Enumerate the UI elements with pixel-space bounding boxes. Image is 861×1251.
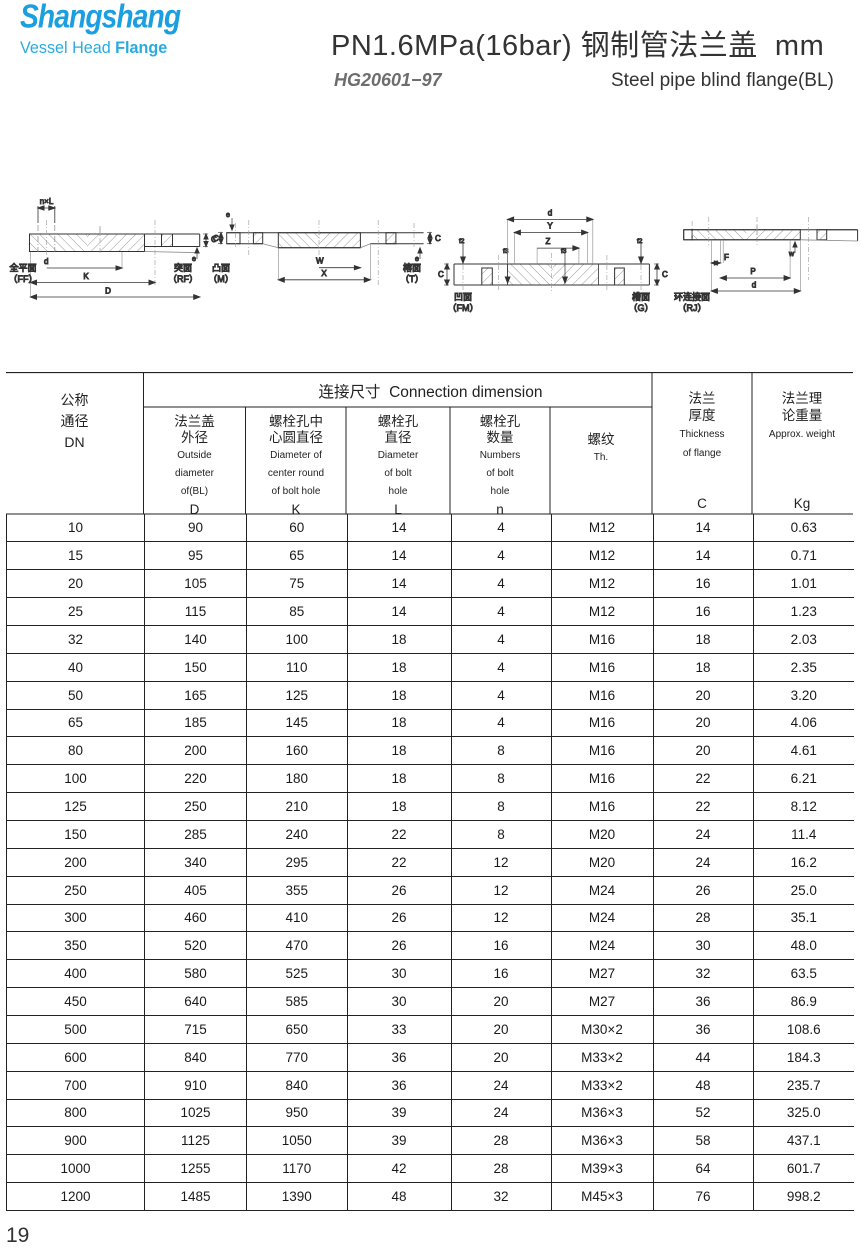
svg-text:Y: Y xyxy=(547,222,553,231)
svg-text:f2: f2 xyxy=(459,238,465,245)
svg-text:d: d xyxy=(752,281,756,290)
svg-text:W: W xyxy=(316,257,324,266)
svg-text:d: d xyxy=(44,257,48,266)
svg-text:C: C xyxy=(662,270,668,279)
svg-text:全平面: 全平面 xyxy=(9,261,36,274)
svg-text:（RF）: （RF） xyxy=(168,274,198,284)
svg-text:f3: f3 xyxy=(561,248,567,255)
svg-text:突面: 突面 xyxy=(174,261,192,274)
svg-text:C: C xyxy=(435,234,441,243)
svg-text:f2: f2 xyxy=(637,238,643,245)
svg-text:（FM）: （FM） xyxy=(448,303,479,313)
svg-text:X: X xyxy=(321,269,327,278)
svg-text:（M）: （M） xyxy=(208,274,234,284)
svg-text:F: F xyxy=(724,253,729,262)
svg-text:K: K xyxy=(83,272,89,281)
svg-text:f3: f3 xyxy=(503,248,509,255)
svg-text:榕面: 榕面 xyxy=(403,261,421,274)
svg-text:w: w xyxy=(788,251,795,258)
svg-text:（T）: （T） xyxy=(400,274,424,284)
svg-text:C: C xyxy=(438,270,444,279)
svg-text:槽面: 槽面 xyxy=(632,290,650,303)
svg-text:环连接面: 环连接面 xyxy=(674,290,710,303)
svg-text:D: D xyxy=(105,287,111,296)
svg-text:（FF）: （FF） xyxy=(9,274,38,284)
svg-text:C: C xyxy=(213,234,219,243)
svg-text:e: e xyxy=(192,256,196,263)
svg-text:凸面: 凸面 xyxy=(212,261,230,274)
svg-text:n×L: n×L xyxy=(40,197,54,206)
svg-text:Z: Z xyxy=(546,237,551,246)
svg-text:e: e xyxy=(226,212,230,219)
svg-text:（RJ）: （RJ） xyxy=(678,303,707,313)
svg-text:P: P xyxy=(750,267,755,276)
svg-text:d: d xyxy=(548,209,552,218)
svg-text:（G）: （G） xyxy=(628,303,653,313)
svg-text:凹面: 凹面 xyxy=(454,290,472,303)
